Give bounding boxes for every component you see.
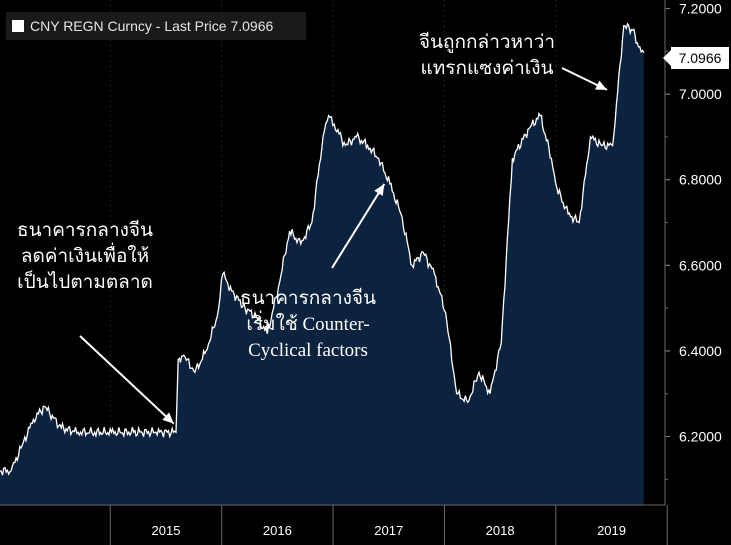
annotation-arrow-line	[79, 335, 175, 425]
annotation-line: ธนาคารกลางจีน	[239, 288, 377, 309]
annotation-arrow-head	[374, 184, 385, 197]
price-line	[0, 22, 645, 476]
annotation-line: จีนถูกกล่าวหาว่า	[418, 32, 556, 53]
y-tick-label: 7.0000	[679, 86, 722, 102]
price-area-fill	[0, 23, 644, 506]
y-tick-label: 7.2000	[679, 1, 722, 17]
y-tick-label: 6.4000	[679, 343, 722, 359]
x-axis: 2015 2016 2017 2018 2019	[0, 504, 668, 545]
annotation-manipulator: จีนถูกกล่าวหาว่า แทรกแซงค่าเงิน	[412, 30, 562, 82]
legend: CNY REGN Curncy - Last Price 7.0966	[6, 12, 306, 40]
annotation-arrow-head	[594, 80, 608, 90]
annotation-arrow-line	[331, 183, 386, 269]
y-axis: 6.2000 6.4000 6.6000 6.8000 7.0000 7.2000	[664, 0, 722, 505]
y-tick-label: 6.8000	[679, 172, 722, 188]
annotation-line: ลดค่าเงินเพื่อให้	[20, 246, 150, 267]
annotation-line: เริ่มใช้ Counter-	[246, 314, 370, 335]
y-tick-label: 6.6000	[679, 257, 722, 273]
annotation-counter-cyclical: ธนาคารกลางจีน เริ่มใช้ Counter- Cyclical…	[228, 286, 388, 364]
last-price-tag: 7.0966	[663, 47, 729, 69]
chart-title: CNY REGN Curncy - Last Price 7.0966	[30, 18, 274, 34]
x-tick-label: 2016	[263, 523, 292, 538]
legend-swatch	[12, 20, 24, 32]
annotation-line: เป็นไปตามตลาด	[17, 272, 153, 293]
x-tick-label: 2017	[374, 523, 403, 538]
annotation-line: Cyclical factors	[248, 340, 368, 361]
annotation-arrow-head	[162, 412, 174, 424]
annotation-line: ธนาคารกลางจีน	[16, 220, 154, 241]
y-tick-label: 6.2000	[679, 429, 722, 445]
annotation-arrows	[79, 67, 608, 425]
x-tick-label: 2019	[597, 523, 626, 538]
x-tick-label: 2018	[486, 523, 515, 538]
annotation-pboc-devalue: ธนาคารกลางจีน ลดค่าเงินเพื่อให้ เป็นไปตา…	[10, 218, 160, 296]
x-tick-label: 2015	[152, 523, 181, 538]
annotation-line: แทรกแซงค่าเงิน	[420, 58, 554, 79]
